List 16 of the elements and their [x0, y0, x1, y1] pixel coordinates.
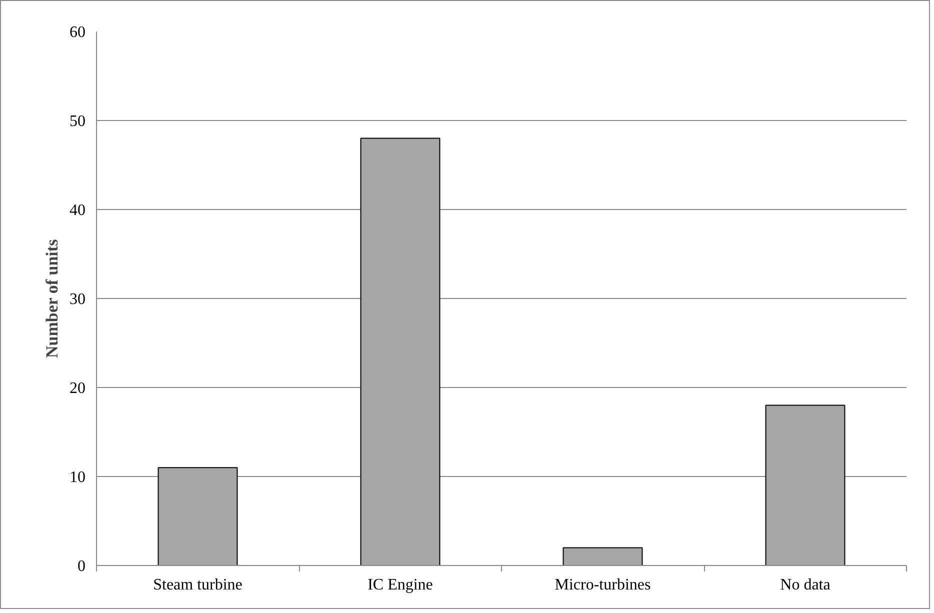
y-tick-label: 0 [78, 558, 86, 575]
x-tick-label: IC Engine [368, 576, 433, 594]
x-tick-label: Steam turbine [153, 576, 242, 594]
y-tick-label: 30 [70, 291, 86, 308]
y-tick-label: 10 [70, 469, 86, 486]
bar [765, 404, 846, 566]
x-tick-label: Micro-turbines [554, 576, 651, 594]
y-tick-label: 60 [70, 24, 86, 41]
y-tick-label: 50 [70, 113, 86, 130]
y-tick-label: 40 [70, 202, 86, 219]
y-tick-label: 20 [70, 380, 86, 397]
bar [360, 138, 440, 566]
bar [562, 547, 643, 566]
y-axis-title: Number of units [42, 238, 62, 358]
bar [158, 467, 238, 566]
x-tick-label: No data [780, 576, 830, 594]
